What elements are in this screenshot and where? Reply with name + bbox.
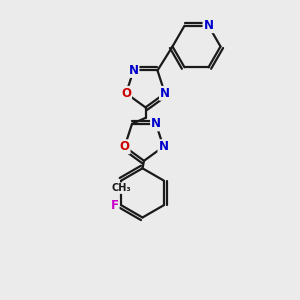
Text: N: N	[203, 19, 214, 32]
Text: O: O	[121, 87, 131, 100]
Text: N: N	[128, 64, 139, 77]
Text: N: N	[160, 87, 170, 100]
Text: CH₃: CH₃	[111, 183, 131, 193]
Text: N: N	[151, 117, 161, 130]
Text: N: N	[158, 140, 168, 153]
Text: O: O	[120, 140, 130, 153]
Text: F: F	[111, 199, 119, 212]
